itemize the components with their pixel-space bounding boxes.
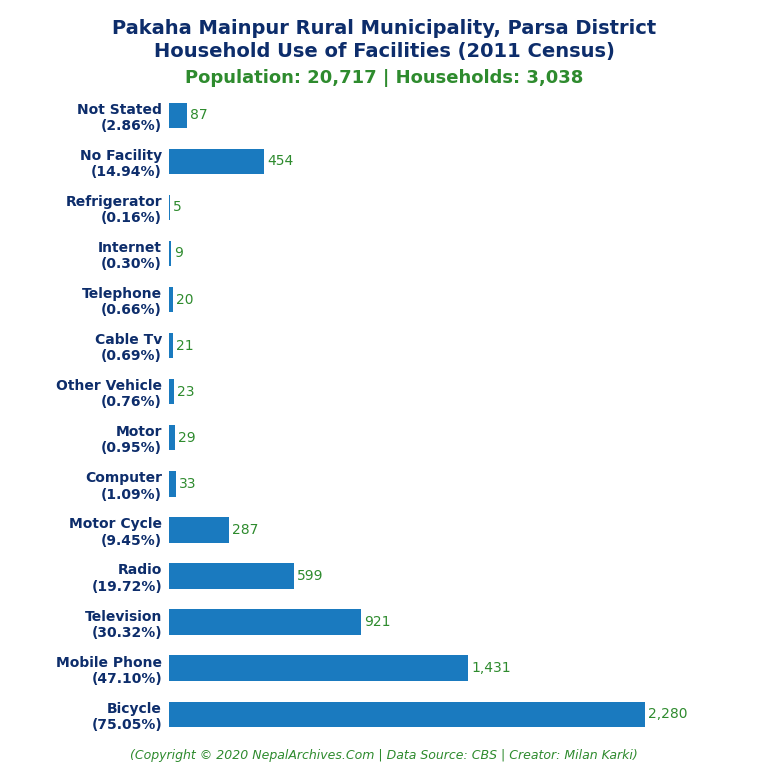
Text: 921: 921: [365, 615, 391, 629]
Bar: [169, 610, 362, 634]
Text: 287: 287: [232, 523, 258, 537]
Text: 454: 454: [267, 154, 293, 168]
Text: 21: 21: [177, 339, 194, 353]
Bar: [169, 425, 175, 450]
Text: Household Use of Facilities (2011 Census): Household Use of Facilities (2011 Census…: [154, 42, 614, 61]
Bar: [169, 149, 263, 174]
Text: 23: 23: [177, 385, 194, 399]
Text: 5: 5: [173, 200, 182, 214]
Text: 33: 33: [179, 477, 197, 491]
Text: 599: 599: [297, 569, 324, 583]
Bar: [169, 656, 468, 681]
Bar: [169, 195, 170, 220]
Bar: [169, 564, 294, 589]
Text: 87: 87: [190, 108, 208, 122]
Text: 2,280: 2,280: [648, 707, 688, 721]
Bar: [169, 472, 176, 497]
Text: 1,431: 1,431: [471, 661, 511, 675]
Bar: [169, 241, 170, 266]
Bar: [169, 379, 174, 405]
Text: 29: 29: [178, 431, 196, 445]
Bar: [169, 518, 229, 542]
Bar: [169, 103, 187, 128]
Text: Pakaha Mainpur Rural Municipality, Parsa District: Pakaha Mainpur Rural Municipality, Parsa…: [112, 19, 656, 38]
Text: 9: 9: [174, 247, 183, 260]
Bar: [169, 333, 174, 358]
Bar: [169, 702, 645, 727]
Text: Population: 20,717 | Households: 3,038: Population: 20,717 | Households: 3,038: [185, 69, 583, 87]
Bar: [169, 287, 173, 313]
Text: 20: 20: [177, 293, 194, 306]
Text: (Copyright © 2020 NepalArchives.Com | Data Source: CBS | Creator: Milan Karki): (Copyright © 2020 NepalArchives.Com | Da…: [130, 749, 638, 762]
